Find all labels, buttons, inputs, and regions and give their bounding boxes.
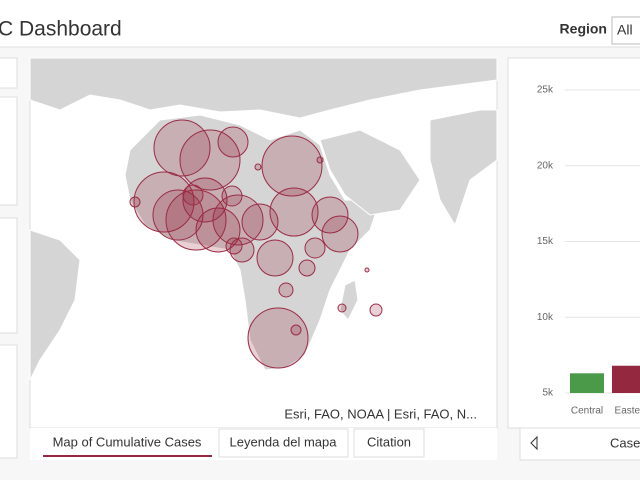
bubble[interactable] [129,196,141,208]
chart-tab-bar [519,427,640,461]
card [0,344,18,459]
south-america [29,229,81,381]
tab[interactable]: Citation [367,434,411,449]
india [429,109,498,227]
chart-tab[interactable]: Cases [610,435,640,450]
europe [29,57,498,119]
bubble[interactable] [229,237,255,263]
bubble[interactable] [195,207,241,253]
filter-label: Region [560,21,607,37]
bubble[interactable] [269,187,319,237]
x-tick-label: Central [571,406,603,417]
bubble[interactable] [304,237,326,259]
bubble[interactable] [182,177,228,223]
y-tick-label: 20k [537,160,554,171]
prev-arrow[interactable] [530,435,538,451]
bubble[interactable] [364,267,370,273]
tab-border [218,428,349,458]
filter-select[interactable] [611,16,640,45]
bubble[interactable] [369,303,383,317]
bar [612,365,640,393]
y-tick-label: 25k [537,85,554,96]
land [29,57,498,381]
map-attribution: Esri, FAO, NOAA | Esri, FAO, N... [284,406,477,421]
bubble[interactable] [337,303,347,313]
tab[interactable]: Map of Cumulative Cases [53,434,202,449]
bubble[interactable] [290,324,302,336]
tab-border [353,428,425,458]
card [0,217,18,334]
bubble[interactable] [179,129,241,191]
y-tick-label: 5k [542,388,554,399]
bubbles [129,119,383,369]
bubble[interactable] [254,163,262,171]
bubble[interactable] [278,282,294,298]
arabia [319,129,421,216]
bubble[interactable] [152,189,204,241]
card [0,96,18,206]
madagascar [339,279,359,321]
bubble[interactable] [311,196,349,234]
y-tick-label: 10k [537,312,554,323]
bubble[interactable] [225,237,243,255]
bubble[interactable] [298,259,316,277]
bubble[interactable] [256,239,294,277]
bubble[interactable] [247,307,309,369]
bubble[interactable] [133,171,195,233]
bar [570,373,604,393]
filter-value: All [617,22,633,38]
y-tick-label: 15k [537,236,554,247]
bubble[interactable] [217,126,249,158]
bubble[interactable] [241,203,279,241]
dashboard-title: C Dashboard [0,18,122,41]
x-tick-label: Easter [615,406,640,417]
bubble[interactable] [221,185,243,207]
africa [124,114,381,371]
bubble[interactable] [321,215,359,253]
bubble[interactable] [182,184,204,206]
header-bar [0,0,640,47]
tab-underline [43,455,212,457]
card [0,57,18,89]
bubble[interactable] [316,156,324,164]
bubble[interactable] [261,135,323,197]
tab-bar [30,428,497,460]
tab[interactable]: Leyenda del mapa [230,434,338,449]
